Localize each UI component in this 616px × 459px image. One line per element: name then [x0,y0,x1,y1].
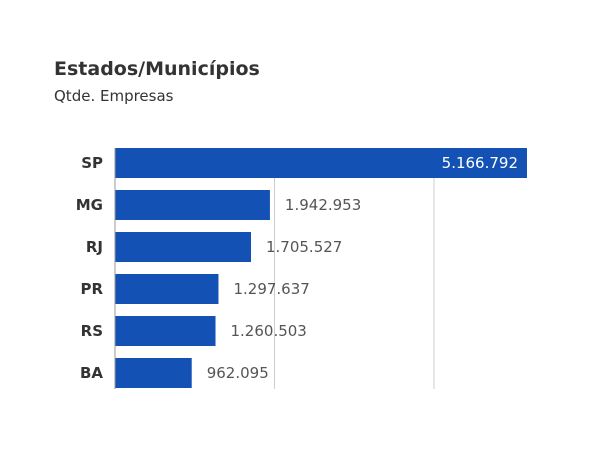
gridlines [273,148,435,389]
category-label-ba: BA [80,364,103,382]
category-label-rs: RS [81,322,103,340]
category-label-mg: MG [76,196,103,214]
bar-rs[interactable] [115,316,216,346]
value-label-mg: 1.942.953 [285,196,361,214]
value-label-pr: 1.297.637 [233,280,309,298]
value-label-sp: 5.166.792 [442,154,518,172]
value-label-rj: 1.705.527 [266,238,342,256]
category-label-rj: RJ [86,238,103,256]
bar-mg[interactable] [115,190,270,220]
category-label-sp: SP [81,154,103,172]
bar-sp[interactable] [115,148,527,178]
value-label-ba: 962.095 [207,364,269,382]
bar-rj[interactable] [115,232,251,262]
chart-subtitle: Qtde. Empresas [54,87,174,105]
chart-title: Estados/Municípios [54,58,260,80]
labels: SP 5.166.792 MG 1.942.953 RJ 1.705.527 PR 1.297… [76,154,518,382]
category-label-pr: PR [80,280,103,298]
bar-pr[interactable] [115,274,219,304]
value-label-rs: 1.260.503 [231,322,307,340]
bar-ba[interactable] [115,358,192,388]
bars [115,148,527,388]
